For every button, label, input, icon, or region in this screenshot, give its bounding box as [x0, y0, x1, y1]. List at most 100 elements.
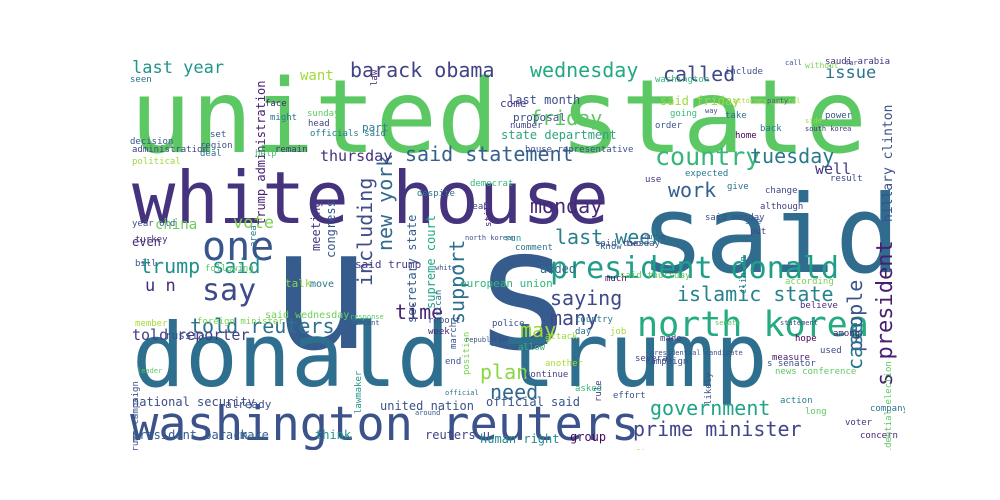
word-rule: rule: [594, 380, 604, 402]
word-face: face: [265, 99, 287, 109]
word-north-korean: north korean: [465, 234, 516, 242]
word-several: several: [635, 354, 673, 364]
word-despite: despite: [417, 189, 455, 199]
word-according: according: [785, 277, 834, 287]
word-official: official: [445, 389, 479, 397]
word-source: source: [640, 233, 666, 241]
word-said-trump: said trump: [355, 258, 422, 271]
word-human-right: human right: [480, 432, 560, 446]
word-move: move: [310, 279, 335, 290]
word-continue: continue: [525, 370, 569, 380]
word-leader: leader: [137, 367, 163, 375]
word-attack: attack: [545, 332, 578, 342]
word-plan: plan: [480, 360, 529, 384]
word-north-korea: north korea: [637, 305, 869, 345]
word-make: make: [240, 428, 269, 442]
word-added: added: [540, 262, 577, 276]
word-united-nation: united nation: [380, 399, 474, 413]
word-prime-minister: prime minister: [633, 417, 802, 441]
word-administration: administration: [132, 145, 208, 155]
word-wednesday: wednesday: [530, 58, 639, 82]
word-attorney-general: attorney general: [733, 97, 801, 105]
word-remain: remain: [275, 145, 308, 155]
word-donald-trump: donald trump: [132, 304, 768, 407]
word-still: still: [484, 199, 494, 227]
word-police: police: [492, 319, 525, 329]
word-washington-reuters: washington reuters: [130, 397, 640, 450]
word-know: know: [600, 242, 622, 252]
word-concern: concern: [860, 431, 898, 441]
word-meeting: meeting: [309, 200, 323, 251]
word-percent: percent: [350, 319, 380, 327]
word-set: set: [210, 130, 227, 140]
word-might: might: [270, 113, 298, 123]
word-put: put: [750, 227, 767, 237]
word-european-union: european union: [460, 277, 553, 290]
word-week: week: [428, 327, 450, 337]
word-statement: statement: [780, 319, 818, 327]
word-reuters-u: reuters u: [425, 428, 491, 442]
word-come: come: [500, 97, 527, 110]
word-lead: lead: [467, 202, 489, 212]
word-seen: seen: [130, 75, 152, 85]
word-expected: expected: [685, 169, 729, 179]
word-help: help: [255, 149, 277, 159]
word-official-said: official said: [486, 395, 580, 409]
word-many: many: [550, 306, 599, 330]
word-president-barack: president barack: [132, 428, 248, 442]
word-made: made: [660, 334, 682, 344]
word-others: others: [490, 339, 523, 349]
word-bill: bill: [135, 259, 157, 269]
word-action: action: [780, 396, 813, 406]
word-islamic-state: islamic state: [677, 282, 834, 306]
word-use: use: [645, 175, 662, 185]
word-monday: monday: [530, 194, 603, 218]
word-friday: friday: [530, 106, 603, 130]
word-company: company: [870, 404, 905, 414]
word-report: report: [428, 316, 461, 326]
word-around: around: [415, 409, 441, 417]
word-told-reporter: told reporter: [132, 326, 250, 344]
word-united-state: united state: [130, 58, 867, 177]
word-believe: believe: [800, 301, 838, 311]
word-u-n: u n: [145, 276, 176, 296]
word-state-department: state department: [501, 128, 617, 142]
word-white: white: [435, 264, 457, 272]
word-another: another: [545, 359, 583, 369]
word-sunday: sunday: [307, 109, 340, 119]
word-side: side: [805, 117, 822, 125]
word-two: two: [625, 239, 642, 249]
word-american: american: [434, 289, 444, 333]
word-used: used: [820, 346, 842, 356]
word-march: march: [449, 321, 459, 349]
word-saying: saying: [550, 286, 623, 310]
word-include: include: [725, 67, 763, 77]
word-clinton: clinton: [739, 256, 749, 294]
word-law: law: [370, 69, 380, 86]
word-may: may: [520, 318, 557, 342]
word-effort: effort: [613, 391, 646, 401]
word-senate: senate: [715, 319, 741, 327]
word-vote: vote: [233, 213, 274, 233]
word-political: political: [132, 157, 181, 167]
word-said-thursday: said thursday: [620, 271, 691, 281]
word-republican: republican: [465, 336, 508, 344]
word-following: following: [205, 264, 254, 274]
word-job: job: [610, 327, 627, 337]
word-back: back: [760, 124, 782, 134]
word-hope: hope: [795, 334, 817, 344]
word-china: china: [155, 217, 198, 233]
word-officials-said: officials said: [310, 129, 386, 139]
word-order: order: [655, 121, 683, 131]
word-washington: washington: [655, 75, 710, 85]
word-allow: allow: [518, 343, 546, 353]
word-year-old: year old: [132, 219, 176, 229]
word-much: much: [605, 274, 627, 284]
word-white-house: white house: [132, 156, 609, 240]
word-area: area: [249, 225, 259, 247]
word-proposal: proposal: [513, 111, 566, 124]
word-voter: voter: [845, 418, 873, 428]
word-among: among: [833, 329, 861, 339]
word-foreign-minister: foreign minister: [197, 317, 284, 327]
word-congress: congress: [324, 200, 338, 258]
